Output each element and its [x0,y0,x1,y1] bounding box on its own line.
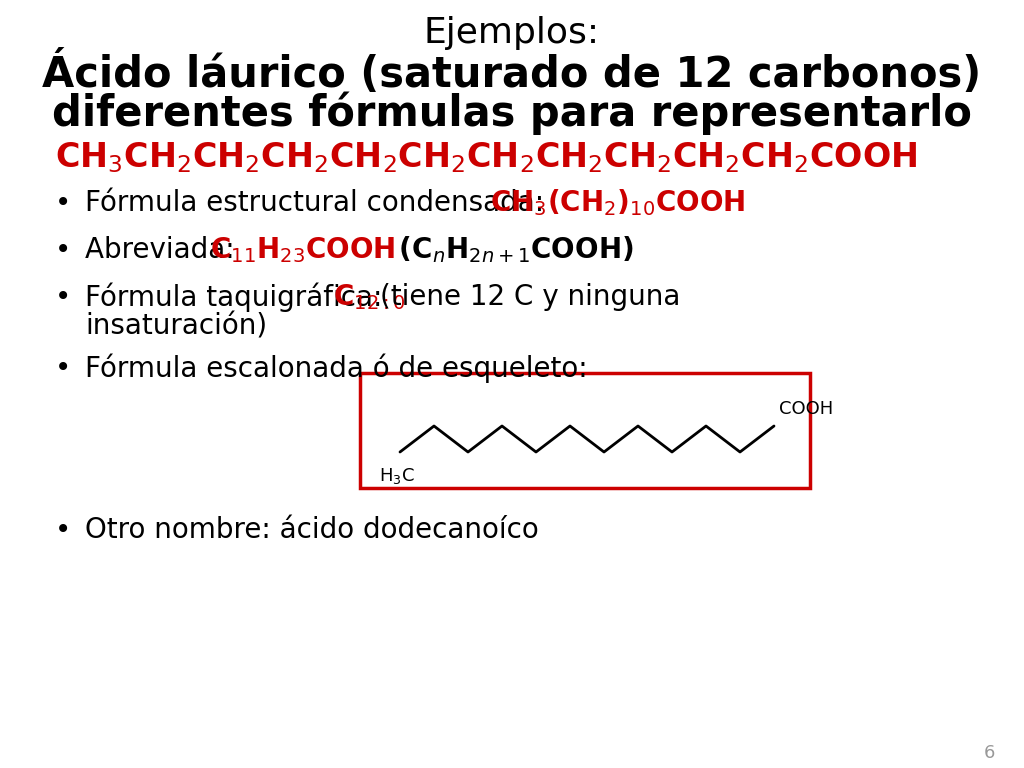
Text: diferentes fórmulas para representarlo: diferentes fórmulas para representarlo [52,91,972,134]
Text: CH$_3$CH$_2$CH$_2$CH$_2$CH$_2$CH$_2$CH$_2$CH$_2$CH$_2$CH$_2$CH$_2$COOH: CH$_3$CH$_2$CH$_2$CH$_2$CH$_2$CH$_2$CH$_… [55,141,918,175]
Text: Otro nombre: ácido dodecanoíco: Otro nombre: ácido dodecanoíco [85,516,539,544]
Text: 6: 6 [984,744,995,762]
Text: C$_{11}$H$_{23}$COOH: C$_{11}$H$_{23}$COOH [210,235,395,265]
Text: Ácido láurico (saturado de 12 carbonos): Ácido láurico (saturado de 12 carbonos) [42,51,982,95]
Text: •: • [55,189,72,217]
Text: Fórmula taquigráfica:: Fórmula taquigráfica: [85,283,391,312]
Text: (tiene 12 C y ninguna: (tiene 12 C y ninguna [380,283,680,311]
Text: Ejemplos:: Ejemplos: [424,16,600,50]
Text: Fórmula estructural condensada:: Fórmula estructural condensada: [85,189,562,217]
Text: (C$_n$H$_{2n+1}$COOH): (C$_n$H$_{2n+1}$COOH) [370,234,634,266]
Text: CH$_3$(CH$_2$)$_{10}$COOH: CH$_3$(CH$_2$)$_{10}$COOH [490,187,745,218]
Text: Abreviada:: Abreviada: [85,236,244,264]
Text: •: • [55,354,72,382]
Text: Fórmula escalonada ó de esqueleto:: Fórmula escalonada ó de esqueleto: [85,353,588,382]
Text: H$_3$C: H$_3$C [379,466,415,486]
FancyBboxPatch shape [360,373,810,488]
Text: C$_{12:0}$: C$_{12:0}$ [333,282,406,312]
Text: COOH: COOH [779,400,834,418]
Text: •: • [55,236,72,264]
Text: insaturación): insaturación) [85,313,267,341]
Text: •: • [55,283,72,311]
Text: •: • [55,516,72,544]
